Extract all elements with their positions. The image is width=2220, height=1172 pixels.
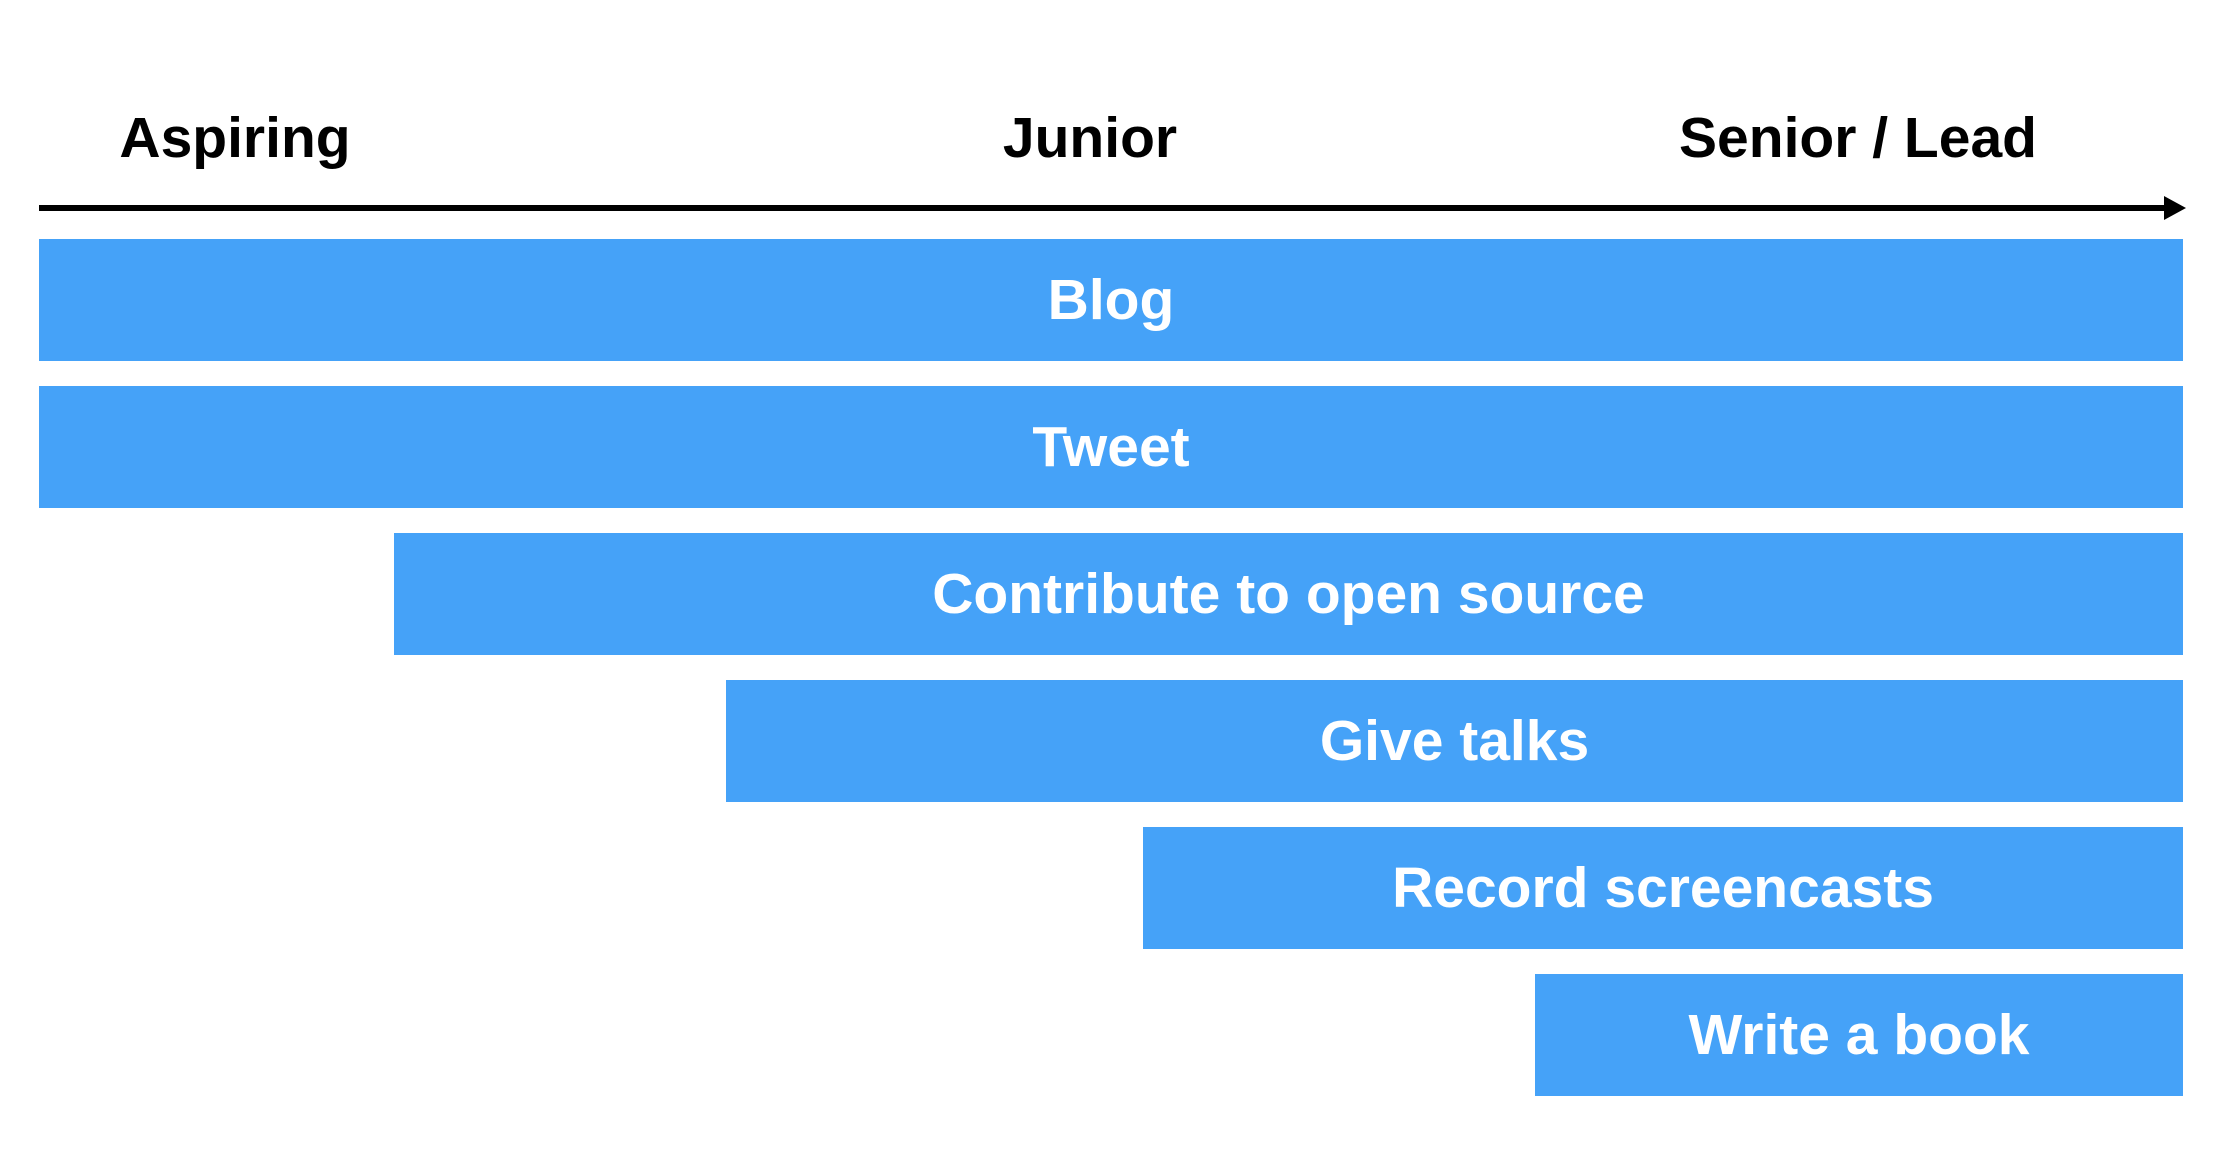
activity-bar-write-book: Write a book — [1535, 974, 2183, 1096]
activity-bar-screencasts: Record screencasts — [1143, 827, 2183, 949]
stage-label-junior: Junior — [1002, 106, 1178, 170]
activity-bar-open-source: Contribute to open source — [394, 533, 2183, 655]
activity-label: Tweet — [1032, 415, 1190, 479]
activity-bar-tweet: Tweet — [39, 386, 2183, 508]
stage-label-aspiring: Aspiring — [119, 106, 351, 170]
activity-label: Contribute to open source — [932, 562, 1645, 626]
activity-label: Record screencasts — [1392, 856, 1934, 920]
progression-axis-line — [39, 205, 2169, 211]
activity-label: Give talks — [1319, 709, 1590, 773]
activity-bar-blog: Blog — [39, 239, 2183, 361]
activity-label: Write a book — [1688, 1003, 2030, 1067]
activity-label: Blog — [1047, 268, 1175, 332]
axis-arrowhead-icon — [2164, 196, 2186, 220]
activity-bar-give-talks: Give talks — [726, 680, 2183, 802]
stage-label-senior-lead: Senior / Lead — [1679, 106, 2037, 170]
